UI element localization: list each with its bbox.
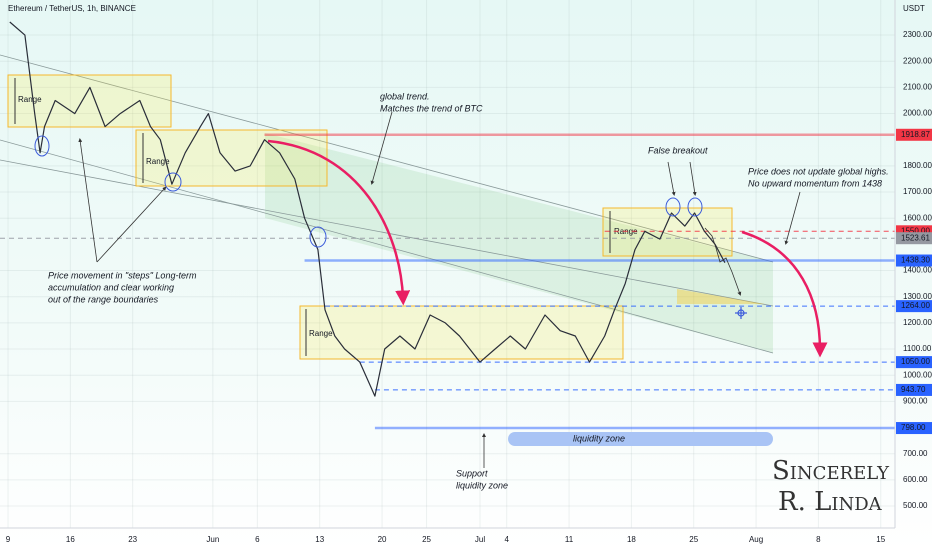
y-tick-label: 1700.00 — [903, 187, 932, 196]
signature: Sincerely — [772, 456, 890, 486]
range-label: Range — [309, 329, 333, 338]
y-tick-label: 1200.00 — [903, 318, 932, 327]
level-label: 1523.61 — [901, 233, 930, 242]
x-tick-label: 25 — [422, 535, 431, 544]
x-tick-label: 8 — [816, 535, 821, 544]
curved-arrow — [267, 139, 411, 306]
levels — [0, 133, 895, 430]
x-tick-label: 15 — [876, 535, 885, 544]
y-tick-label: 1600.00 — [903, 213, 932, 222]
projection — [704, 227, 742, 296]
markers — [34, 135, 703, 248]
range-label: Range — [146, 157, 170, 166]
x-tick-label: Jun — [206, 535, 219, 544]
level-badge — [896, 232, 932, 245]
price — [9, 21, 726, 397]
note: global trend. — [380, 91, 430, 101]
level-label: 1550.00 — [901, 226, 930, 235]
note: accumulation and clear working — [48, 282, 174, 292]
currency: USDT — [903, 4, 925, 13]
level-badge — [896, 383, 932, 396]
y-tick-label: 2200.00 — [903, 56, 932, 65]
level-badge — [896, 300, 932, 313]
note: Price does not update global highs. — [748, 166, 889, 176]
channel-line — [0, 159, 774, 307]
note: out of the range boundaries — [48, 294, 159, 304]
y-tick-label: 700.00 — [903, 449, 928, 458]
note: Price movement in "steps" Long-term — [48, 270, 197, 280]
level-label: 943.70 — [901, 385, 926, 394]
range-box — [135, 129, 328, 187]
note: liquidity zone — [456, 480, 508, 490]
note: Support — [456, 468, 488, 478]
range-box — [299, 305, 624, 360]
y-tick-label: 2300.00 — [903, 30, 932, 39]
x-tick-label: Aug — [749, 535, 763, 544]
level-label: 798.00 — [901, 423, 926, 432]
range-label: Range — [18, 95, 42, 104]
note: liquidity zone — [573, 433, 625, 443]
level-label: 1918.87 — [901, 130, 930, 139]
pointers — [78, 111, 801, 468]
level-label: 1050.00 — [901, 357, 930, 366]
x-tick-label: 9 — [6, 535, 11, 544]
x-tick-label: 4 — [504, 535, 509, 544]
header: Ethereum / TetherUS, 1h, BINANCE — [8, 4, 136, 13]
y-tick-label: 600.00 — [903, 475, 928, 484]
level-badge — [896, 356, 932, 369]
level-label: 1264.00 — [901, 301, 930, 310]
note: False breakout — [648, 145, 708, 155]
grid — [0, 0, 895, 528]
level-badge — [896, 254, 932, 267]
x-tick-label: 25 — [689, 535, 698, 544]
x-tick-label: 18 — [627, 535, 636, 544]
x-tick-label: 6 — [255, 535, 260, 544]
x-tick-label: 20 — [378, 535, 387, 544]
channel-line — [0, 139, 774, 354]
y-tick-label: 1800.00 — [903, 161, 932, 170]
level-badge — [896, 128, 932, 141]
y-tick-label: 1100.00 — [903, 344, 932, 353]
x-tick-label: 16 — [66, 535, 75, 544]
signature: R. Linda — [778, 487, 883, 517]
y-tick-label: 1400.00 — [903, 266, 932, 275]
trend-channel — [265, 133, 773, 353]
target-zone — [677, 289, 765, 304]
level-label: 1438.30 — [901, 256, 930, 265]
y-tick-label: 1000.00 — [903, 370, 932, 379]
y-tick-label: 500.00 — [903, 501, 928, 510]
note: No upward momentum from 1438 — [748, 178, 882, 188]
curved-arrow — [741, 230, 828, 358]
y-tick-label: 2000.00 — [903, 109, 932, 118]
y-tick-label: 1300.00 — [903, 292, 932, 301]
x-tick-label: 11 — [565, 535, 574, 544]
x-tick-label: 23 — [128, 535, 137, 544]
range-box — [602, 207, 733, 257]
liquidity-zone — [508, 432, 773, 446]
note: Matches the trend of BTC — [380, 103, 483, 113]
y-tick-label: 2100.00 — [903, 82, 932, 91]
crosshair — [735, 307, 747, 319]
x-tick-label: 13 — [315, 535, 324, 544]
level-badge — [896, 422, 932, 435]
axes: 2300.00 2200.00 2100.00 2000.00 1800.00 1700.… — [6, 30, 932, 544]
channel-line — [0, 54, 774, 263]
y-tick-label: 900.00 — [903, 396, 928, 405]
price-line — [9, 21, 726, 397]
x-tick-label: Jul — [475, 535, 485, 544]
